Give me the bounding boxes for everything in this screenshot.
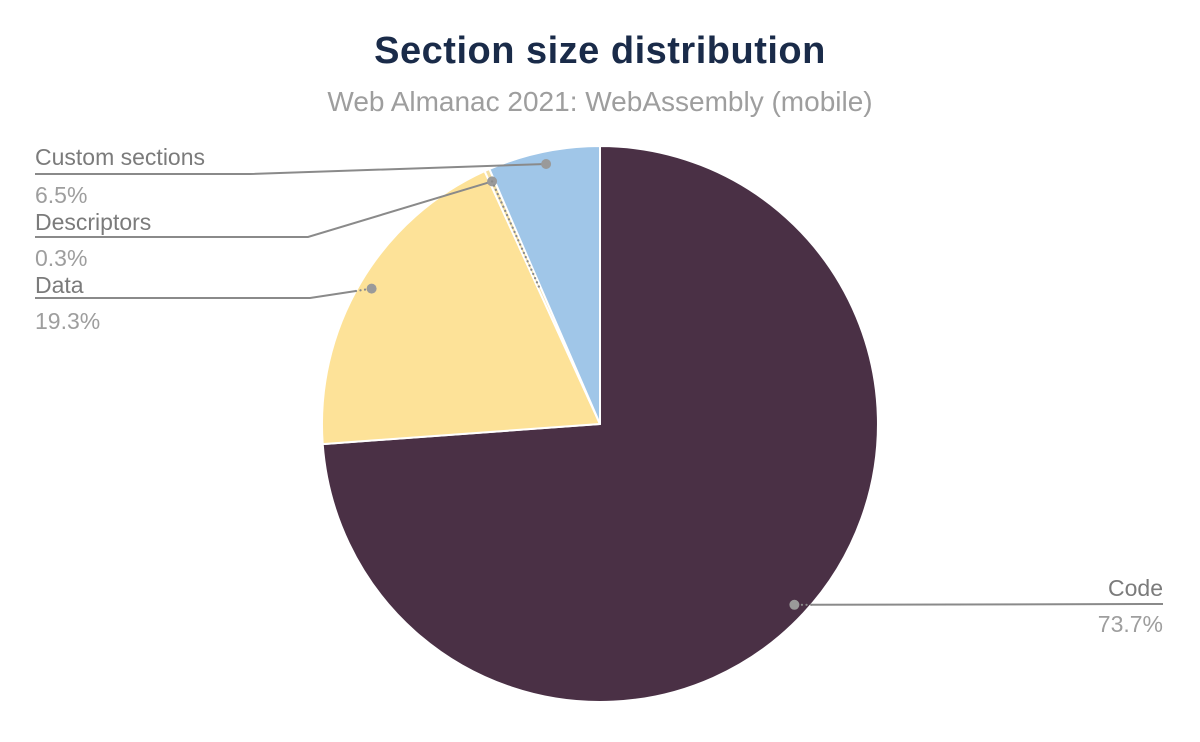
- label-code-name: Code: [1108, 575, 1163, 601]
- chart-title: Section size distribution: [374, 30, 826, 72]
- pie-slices: [321, 145, 879, 703]
- pie-slice-data: [321, 170, 601, 446]
- leader-dot-code: [789, 599, 800, 610]
- leader-line-descriptors: [35, 180, 493, 238]
- label-descriptors-name: Descriptors: [35, 209, 151, 235]
- leader-line-custom-sections: [35, 163, 547, 175]
- label-custom-sections-value: 6.5%: [35, 182, 87, 208]
- leader-dot-data: [366, 283, 377, 294]
- leader-line-data: [35, 290, 357, 299]
- slice-labels: Custom sections 6.5% Descriptors 0.3% Da…: [35, 144, 1163, 637]
- chart-subtitle: Web Almanac 2021: WebAssembly (mobile): [327, 86, 873, 117]
- label-code-value: 73.7%: [1098, 611, 1163, 637]
- pie-slice-custom-sections: [488, 145, 601, 425]
- descriptors-sliver-dotted-line: [491, 180, 542, 291]
- label-descriptors-value: 0.3%: [35, 245, 87, 271]
- leader-line-code: [811, 603, 1164, 606]
- leader-lines: [35, 159, 1164, 610]
- label-custom-sections-name: Custom sections: [35, 144, 205, 170]
- label-data-value: 19.3%: [35, 308, 100, 334]
- label-data-name: Data: [35, 272, 84, 298]
- leader-dot-custom-sections: [541, 159, 552, 169]
